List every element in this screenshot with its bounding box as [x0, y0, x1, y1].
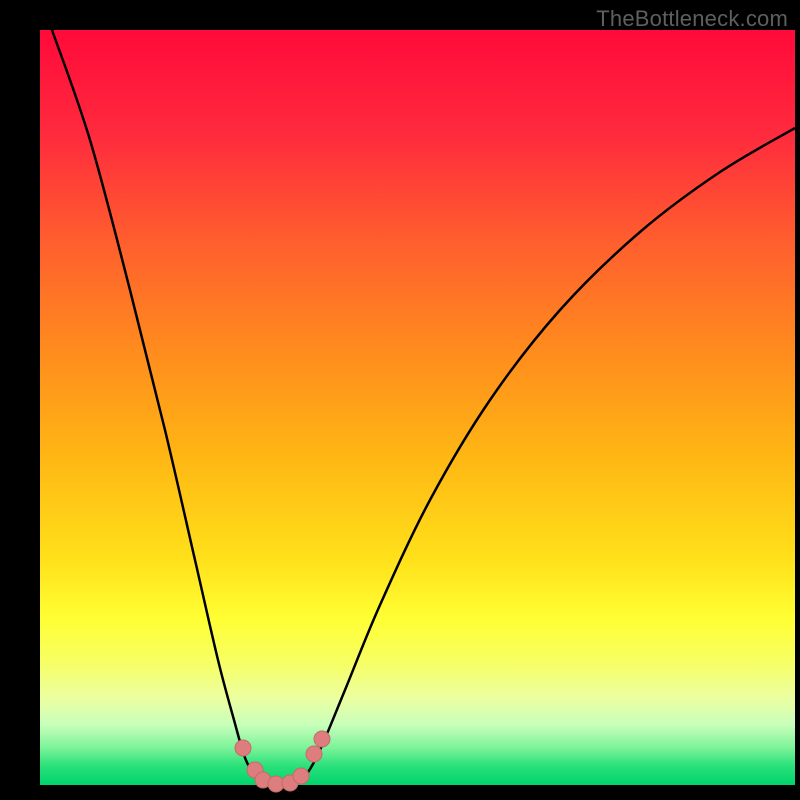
watermark-text: TheBottleneck.com	[596, 6, 788, 32]
valley-marker	[293, 768, 309, 784]
plot-background-gradient	[40, 30, 795, 785]
stage: TheBottleneck.com	[0, 0, 800, 800]
valley-marker	[306, 746, 322, 762]
valley-marker	[235, 740, 251, 756]
valley-marker	[314, 731, 330, 747]
bottleneck-chart	[0, 0, 800, 800]
